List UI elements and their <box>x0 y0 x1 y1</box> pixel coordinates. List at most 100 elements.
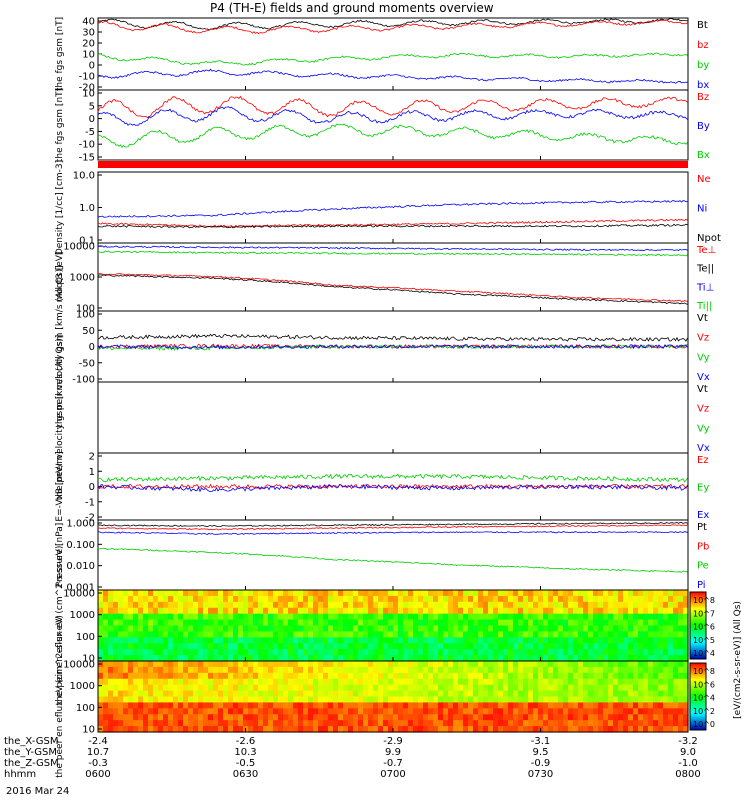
heatmap-cell <box>398 720 404 727</box>
heatmap-cell <box>363 619 369 627</box>
heatmap-cell <box>313 661 319 668</box>
heatmap-cell <box>178 720 184 727</box>
orbit-row-value: 0800 <box>675 769 700 780</box>
heatmap-cell <box>428 631 434 638</box>
heatmap-cell <box>253 631 259 638</box>
heatmap-cell <box>603 643 609 650</box>
heatmap-cell <box>468 595 474 603</box>
heatmap-cell <box>648 720 654 727</box>
heatmap-cell <box>378 696 384 704</box>
heatmap-cell <box>248 666 254 674</box>
heatmap-cell <box>258 708 264 715</box>
heatmap-cell <box>343 690 349 698</box>
heatmap-cell <box>353 690 359 698</box>
heatmap-cell <box>318 720 324 727</box>
heatmap-cell <box>393 726 399 733</box>
heatmap-cell <box>678 643 684 650</box>
heatmap-cell <box>373 607 379 615</box>
heatmap-cell <box>638 684 644 692</box>
heatmap-cell <box>353 619 359 627</box>
heatmap-cell <box>353 726 359 733</box>
heatmap-cell <box>578 643 584 650</box>
heatmap-cell <box>443 655 449 662</box>
plot-title: P4 (TH-E) fields and ground moments over… <box>210 1 494 15</box>
heatmap-cell <box>633 714 639 721</box>
heatmap-cell <box>438 637 444 644</box>
heatmap-cell <box>578 678 584 686</box>
heatmap-cell <box>668 655 674 662</box>
orbit-row-value: 9.5 <box>533 747 549 758</box>
heatmap-cell <box>403 613 409 621</box>
heatmap-cell <box>238 637 244 644</box>
heatmap-cell <box>128 613 134 621</box>
heatmap-cell <box>558 655 564 662</box>
heatmap-cell <box>683 666 689 674</box>
heatmap-cell <box>188 726 194 733</box>
heatmap-cell <box>293 702 299 709</box>
heatmap-cell <box>368 661 374 668</box>
heatmap-cell <box>383 702 389 709</box>
heatmap-cell <box>248 637 254 644</box>
heatmap-cell <box>203 726 209 733</box>
heatmap-cell <box>403 708 409 715</box>
heatmap-cell <box>313 601 319 609</box>
heatmap-cell <box>563 661 569 668</box>
heatmap-cell <box>118 649 124 656</box>
heatmap-cell <box>548 613 554 621</box>
heatmap-cell <box>158 601 164 609</box>
heatmap-cell <box>613 631 619 638</box>
heatmap-cell <box>308 678 314 686</box>
heatmap-cell <box>628 702 634 709</box>
heatmap-cell <box>518 661 524 668</box>
heatmap-cell <box>303 672 309 680</box>
heatmap-cell <box>183 601 189 609</box>
series-line-Pt <box>97 521 688 528</box>
heatmap-cell <box>108 613 114 621</box>
heatmap-cell <box>558 661 564 668</box>
heatmap-cell <box>488 678 494 686</box>
heatmap-cell <box>193 726 199 733</box>
heatmap-cell <box>553 637 559 644</box>
heatmap-cell <box>318 637 324 644</box>
heatmap-cell <box>678 684 684 692</box>
heatmap-cell <box>493 595 499 603</box>
heatmap-cell <box>543 590 549 597</box>
heatmap-cell <box>263 690 269 698</box>
heatmap-cell <box>588 720 594 727</box>
heatmap-cell <box>408 655 414 662</box>
heatmap-cell <box>423 619 429 627</box>
heatmap-cell <box>368 590 374 597</box>
heatmap-cell <box>123 684 129 692</box>
heatmap-cell <box>323 714 329 721</box>
heatmap-cell <box>298 625 304 633</box>
heatmap-cell <box>523 714 529 721</box>
heatmap-cell <box>518 649 524 656</box>
heatmap-cell <box>613 649 619 656</box>
heatmap-cell <box>183 672 189 680</box>
heatmap-cell <box>498 684 504 692</box>
heatmap-cell <box>108 726 114 733</box>
heatmap-cell <box>483 637 489 644</box>
heatmap-cell <box>548 595 554 603</box>
heatmap-cell <box>443 601 449 609</box>
heatmap-cell <box>138 625 144 633</box>
heatmap-cell <box>508 702 514 709</box>
heatmap-cell <box>183 714 189 721</box>
heatmap-cell <box>223 613 229 621</box>
heatmap-cell <box>343 601 349 609</box>
heatmap-cell <box>583 726 589 733</box>
heatmap-cell <box>653 601 659 609</box>
heatmap-cell <box>523 702 529 709</box>
heatmap-cell <box>218 601 224 609</box>
heatmap-cell <box>283 690 289 698</box>
heatmap-cell <box>633 613 639 621</box>
heatmap-cell <box>278 631 284 638</box>
series-line-Pe <box>97 547 688 573</box>
heatmap-cell <box>208 607 214 615</box>
heatmap-cell <box>528 702 534 709</box>
heatmap-cell <box>258 590 264 597</box>
heatmap-cell <box>198 672 204 680</box>
heatmap-cell <box>228 666 234 674</box>
heatmap-cell <box>413 661 419 668</box>
heatmap-cell <box>558 643 564 650</box>
